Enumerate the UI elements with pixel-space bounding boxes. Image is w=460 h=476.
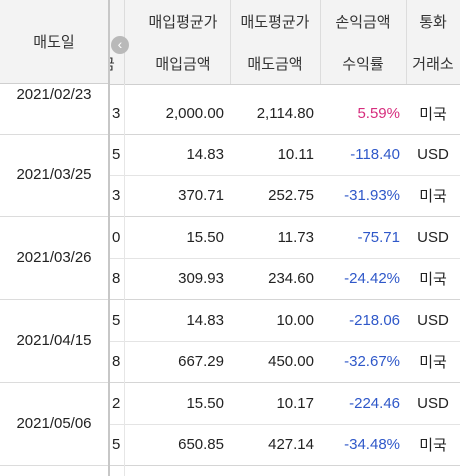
table-row[interactable]: 5 14.83 10.11 -118.40 USD — [110, 134, 460, 175]
column-divider — [124, 84, 125, 476]
currency-cell: 미국 — [419, 188, 447, 205]
buy-amount-cell: 650.85 — [178, 436, 224, 453]
sell-date: 2021/04/15 — [16, 332, 92, 349]
header-partial: 금 — [110, 43, 124, 84]
sell-date: 2021/02/23 — [16, 86, 92, 103]
sell-amount-cell: 252.75 — [268, 187, 314, 204]
sell-amount-cell: 10.00 — [276, 312, 314, 329]
sell-amount-cell: 427.14 — [268, 436, 314, 453]
currency-cell: 미국 — [419, 354, 447, 371]
buy-amount-cell: 15.50 — [186, 229, 224, 246]
header-divider — [320, 0, 321, 84]
group-divider — [0, 134, 108, 135]
table-row[interactable]: 3 2,000.00 2,114.80 5.59% 미국 — [110, 93, 460, 134]
header-sell-amount: 매도금액 — [247, 56, 303, 73]
buy-amount-cell: 14.83 — [186, 146, 224, 163]
header-row-1: 매입평균가 매도평균가 손익금액 통화 — [110, 0, 460, 44]
header-return-rate: 수익률 — [342, 56, 384, 73]
row-divider — [110, 424, 460, 425]
quantity-cell: 3 — [112, 105, 121, 122]
pnl-cell: -118.40 — [350, 146, 400, 163]
currency-cell: USD — [417, 146, 449, 163]
sell-amount-cell: 2,114.80 — [256, 105, 314, 122]
currency-cell: USD — [417, 312, 449, 329]
header-pnl-amount: 손익금액 — [335, 14, 391, 31]
header-avg-buy: 매입평균가 — [148, 14, 218, 31]
group-divider — [110, 216, 460, 217]
buy-amount-cell: 309.93 — [178, 270, 224, 287]
pnl-cell: -24.42% — [344, 270, 400, 287]
date-column-header: 매도일 — [0, 0, 108, 84]
group-divider — [0, 299, 108, 300]
buy-amount-cell: 2,000.00 — [165, 105, 224, 122]
currency-cell: 미국 — [419, 271, 447, 288]
table-row[interactable]: 8 309.93 234.60 -24.42% 미국 — [110, 258, 460, 299]
pnl-cell: -75.71 — [357, 229, 400, 246]
pnl-cell: 5.59% — [357, 105, 400, 122]
pnl-cell: -34.48% — [344, 436, 400, 453]
table-row[interactable]: 2 15.50 10.17 -224.46 USD — [110, 383, 460, 424]
currency-cell: USD — [417, 395, 449, 412]
buy-amount-cell: 15.50 — [186, 395, 224, 412]
group-divider — [0, 465, 108, 466]
header-divider — [230, 0, 231, 84]
header-currency: 통화 — [419, 14, 447, 31]
group-divider — [0, 382, 108, 383]
quantity-cell: 5 — [112, 146, 121, 163]
pnl-cell: -224.46 — [349, 395, 400, 412]
quantity-cell: 5 — [112, 312, 121, 329]
table-row[interactable]: 0 15.50 11.73 -75.71 USD — [110, 217, 460, 258]
sell-amount-cell: 450.00 — [268, 353, 314, 370]
group-divider — [110, 382, 460, 383]
pnl-cell: -32.67% — [344, 353, 400, 370]
row-divider — [110, 341, 460, 342]
group-divider — [110, 299, 460, 300]
buy-amount-cell: 370.71 — [178, 187, 224, 204]
currency-cell: 미국 — [419, 437, 447, 454]
sell-date: 2021/05/06 — [16, 415, 92, 432]
sell-amount-cell: 10.17 — [276, 395, 314, 412]
currency-cell: USD — [417, 229, 449, 246]
header-row-2: 금 매입금액 매도금액 수익률 거래소 — [110, 43, 460, 85]
quantity-cell: 3 — [112, 187, 121, 204]
sell-date: 2021/03/25 — [16, 166, 92, 183]
table-row[interactable]: 3 370.71 252.75 -31.93% 미국 — [110, 175, 460, 216]
currency-cell: 미국 — [419, 106, 447, 123]
pnl-cell: -218.06 — [349, 312, 400, 329]
sell-amount-cell: 10.11 — [277, 146, 314, 163]
scroll-columns[interactable]: 매입평균가 매도평균가 손익금액 통화 금 매입금액 매도금액 수익률 거래소 … — [110, 0, 460, 476]
group-divider — [0, 216, 108, 217]
buy-amount-cell: 667.29 — [178, 353, 224, 370]
header-avg-sell: 매도평균가 — [240, 14, 310, 31]
quantity-cell: 8 — [112, 270, 121, 287]
quantity-cell: 0 — [112, 229, 121, 246]
sell-date: 2021/03/26 — [16, 249, 92, 266]
date-column: 매도일 2021/02/23 2021/03/25 2021/03/26 2021/0… — [0, 0, 110, 476]
row-divider — [110, 258, 460, 259]
table-row[interactable]: 5 14.83 10.00 -218.06 USD — [110, 300, 460, 341]
chevron-left-icon[interactable]: ‹ — [111, 36, 129, 54]
group-divider — [110, 465, 460, 466]
header-buy-amount: 매입금액 — [155, 56, 211, 73]
sell-amount-cell: 234.60 — [268, 270, 314, 287]
group-divider — [110, 134, 460, 135]
row-divider — [110, 175, 460, 176]
quantity-cell: 2 — [112, 395, 121, 412]
buy-amount-cell: 14.83 — [186, 312, 224, 329]
pnl-cell: -31.93% — [344, 187, 400, 204]
table-row[interactable]: 5 650.85 427.14 -34.48% 미국 — [110, 424, 460, 465]
header-divider — [406, 0, 407, 84]
header-exchange: 거래소 — [412, 56, 454, 73]
quantity-cell: 8 — [112, 353, 121, 370]
sell-amount-cell: 11.73 — [277, 229, 314, 246]
table-row[interactable]: 8 667.29 450.00 -32.67% 미국 — [110, 341, 460, 382]
quantity-cell: 5 — [112, 436, 121, 453]
